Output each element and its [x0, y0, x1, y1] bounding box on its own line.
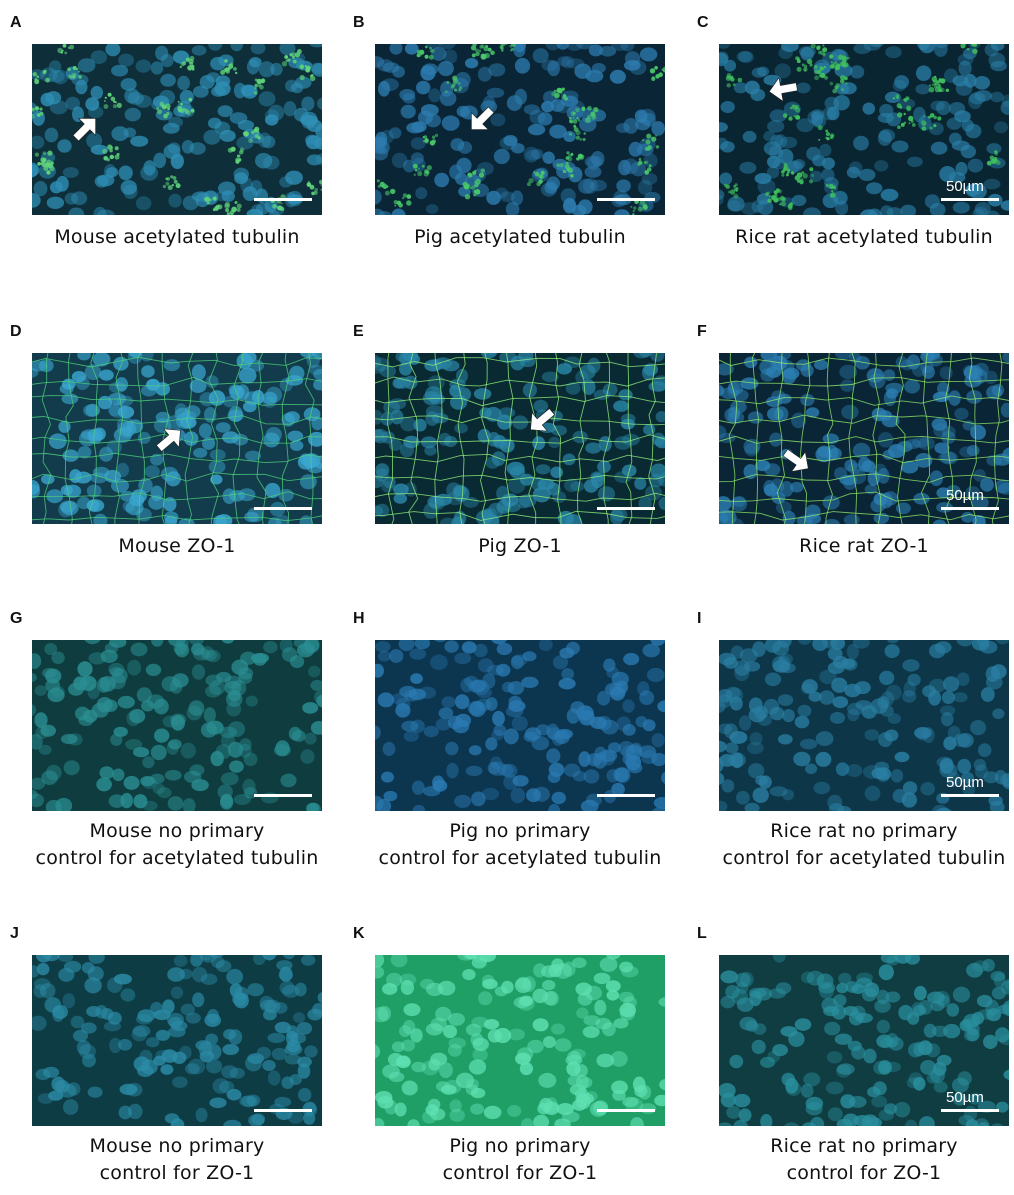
panel-letter: H	[353, 610, 365, 628]
scale-bar	[254, 794, 312, 797]
scale-bar	[254, 198, 312, 201]
caption-line: Mouse no primary	[10, 818, 344, 845]
micrograph-b	[375, 44, 665, 215]
scale-bar	[254, 1109, 312, 1112]
scale-bar-label: 50µm	[946, 1089, 984, 1106]
micrograph-image: 50µm	[719, 44, 1009, 215]
micrograph-image: 50µm	[719, 640, 1009, 811]
panel-letter: E	[353, 323, 364, 341]
scale-bar	[941, 198, 999, 201]
micrograph-image	[32, 955, 322, 1126]
caption-line: control for ZO-1	[697, 1160, 1014, 1187]
caption-line: Mouse ZO-1	[10, 533, 344, 560]
panel-a: A Mouse acetylated tubulin	[10, 14, 350, 284]
caption-line: Pig acetylated tubulin	[353, 224, 687, 251]
scale-bar	[597, 507, 655, 510]
micrograph-image: 50µm	[719, 353, 1009, 524]
scale-bar	[941, 794, 999, 797]
panel-caption: Mouse acetylated tubulin	[10, 224, 344, 251]
panel-letter: I	[697, 610, 701, 628]
panel-letter: A	[10, 14, 22, 32]
micrograph-image	[375, 44, 665, 215]
micrograph-h	[375, 640, 665, 811]
micrograph-k	[375, 955, 665, 1126]
scale-bar	[597, 198, 655, 201]
caption-line: control for acetylated tubulin	[10, 845, 344, 872]
scale-bar	[254, 507, 312, 510]
micrograph-e	[375, 353, 665, 524]
caption-line: Rice rat no primary	[697, 1133, 1014, 1160]
caption-line: control for ZO-1	[353, 1160, 687, 1187]
panel-d: D Mouse ZO-1	[10, 323, 350, 593]
panel-b: B Pig acetylated tubulin	[353, 14, 693, 284]
scale-bar	[941, 507, 999, 510]
micrograph-g	[32, 640, 322, 811]
panel-letter: B	[353, 14, 365, 32]
panel-letter: F	[697, 323, 707, 341]
panel-f: F 50µm Rice rat ZO-1	[697, 323, 1014, 593]
panel-letter: G	[10, 610, 22, 628]
panel-letter: C	[697, 14, 709, 32]
panel-caption: Pig ZO-1	[353, 533, 687, 560]
micrograph-j	[32, 955, 322, 1126]
scale-bar-label: 50µm	[946, 774, 984, 791]
micrograph-image: 50µm	[719, 955, 1009, 1126]
caption-line: control for ZO-1	[10, 1160, 344, 1187]
caption-line: Pig no primary	[353, 818, 687, 845]
panel-caption: Pig acetylated tubulin	[353, 224, 687, 251]
micrograph-image	[32, 44, 322, 215]
panel-letter: J	[10, 925, 19, 943]
micrograph-image	[32, 640, 322, 811]
scale-bar-label: 50µm	[946, 487, 984, 504]
micrograph-image	[375, 640, 665, 811]
caption-line: control for acetylated tubulin	[697, 845, 1014, 872]
caption-line: control for acetylated tubulin	[353, 845, 687, 872]
panel-letter: D	[10, 323, 22, 341]
arrow-icon	[764, 69, 803, 108]
micrograph-image	[375, 353, 665, 524]
micrograph-image	[32, 353, 322, 524]
panel-caption: Rice rat acetylated tubulin	[697, 224, 1014, 251]
caption-line: Pig no primary	[353, 1133, 687, 1160]
panel-letter: L	[697, 925, 707, 943]
caption-line: Mouse acetylated tubulin	[10, 224, 344, 251]
panel-caption: Rice rat ZO-1	[697, 533, 1014, 560]
scale-bar	[941, 1109, 999, 1112]
caption-line: Rice rat no primary	[697, 818, 1014, 845]
scale-bar	[597, 1109, 655, 1112]
scale-bar	[597, 794, 655, 797]
caption-line: Pig ZO-1	[353, 533, 687, 560]
caption-line: Rice rat acetylated tubulin	[697, 224, 1014, 251]
micrograph-image	[375, 955, 665, 1126]
panel-caption: Mouse ZO-1	[10, 533, 344, 560]
panel-c: C 50µm Rice rat acetylated tubulin	[697, 14, 1014, 284]
caption-line: Rice rat ZO-1	[697, 533, 1014, 560]
panel-e: E Pig ZO-1	[353, 323, 693, 593]
scale-bar-label: 50µm	[946, 178, 984, 195]
panel-letter: K	[353, 925, 365, 943]
caption-line: Mouse no primary	[10, 1133, 344, 1160]
